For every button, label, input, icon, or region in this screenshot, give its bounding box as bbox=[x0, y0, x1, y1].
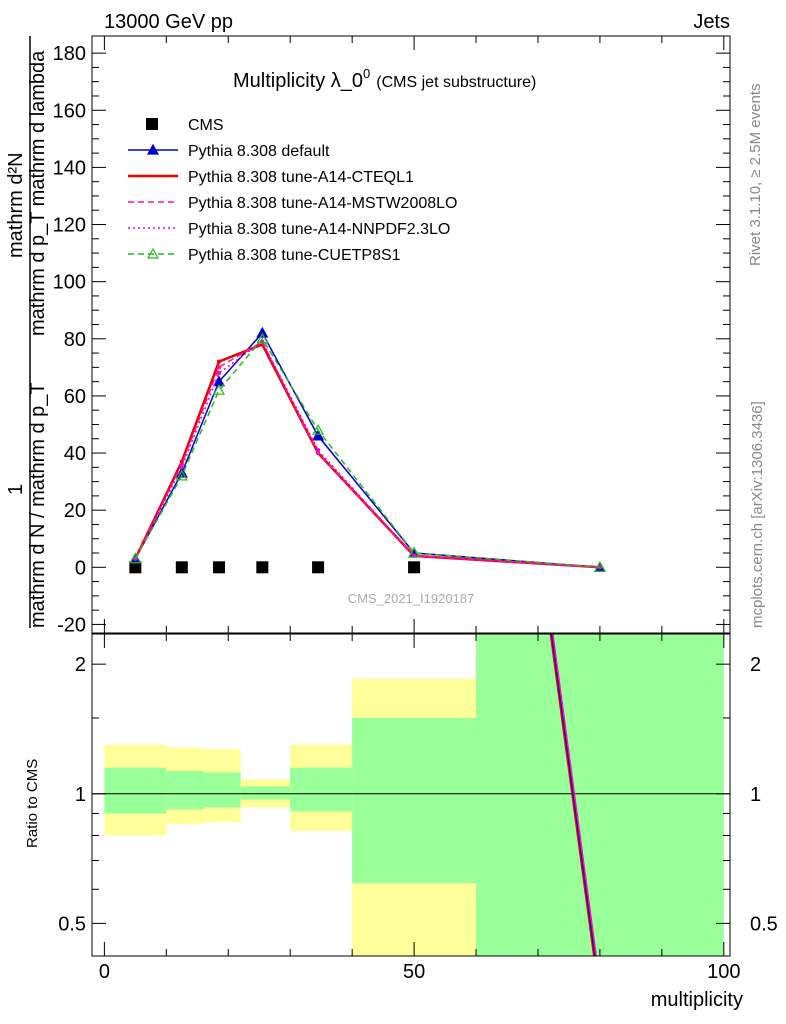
legend-marker bbox=[146, 247, 160, 259]
ratio-ytick-label-right: 0.5 bbox=[750, 913, 778, 935]
legend: CMS Pythia 8.308 default Pythia 8.308 tune… bbox=[128, 117, 457, 264]
xtick-label: 50 bbox=[403, 961, 425, 983]
main-yticks: -20 0 20 40 60 80 100 120 140 160 180 bbox=[53, 36, 730, 636]
legend-marker bbox=[146, 143, 160, 155]
ratio-ytick-label-right: 1 bbox=[750, 784, 761, 806]
main-panel: -20 0 20 40 60 80 100 120 140 160 180 CMS_2021_I19… bbox=[53, 35, 731, 636]
chart-title: Multiplicity λ_00 (CMS jet substructure) bbox=[233, 66, 536, 92]
series-marker bbox=[212, 383, 226, 395]
ratio-band-green bbox=[290, 767, 353, 812]
series-marker bbox=[256, 332, 269, 344]
ratio-lines bbox=[549, 633, 597, 957]
ytick-label: 80 bbox=[64, 329, 86, 351]
ytick-label: 180 bbox=[53, 43, 86, 65]
ratio-panel: 0.5 0.5 1 1 2 2 0 50 100 Ratio to CMS multiplic… bbox=[24, 633, 778, 1011]
ratio-line bbox=[549, 633, 595, 957]
ratio-ytick-label-right: 2 bbox=[750, 654, 761, 676]
ylabel-numer: mathrm d²N bbox=[5, 152, 27, 258]
legend-label: Pythia 8.308 tune-CUETP8S1 bbox=[188, 247, 401, 264]
legend-label: Pythia 8.308 tune-A14-NNPDF2.3LO bbox=[188, 221, 450, 238]
main-ylabel: mathrm d²N mathrm d p_T mathrm d lambda … bbox=[5, 36, 49, 628]
ratio-band-green bbox=[166, 770, 204, 810]
xlabel: multiplicity bbox=[651, 989, 743, 1011]
mcplots-label: mcplots.cern.ch [arXiv:1306.3436] bbox=[749, 401, 766, 628]
ytick-label: 40 bbox=[64, 443, 86, 465]
ytick-label: 20 bbox=[64, 500, 86, 522]
ytick-label: -20 bbox=[57, 614, 86, 636]
series-marker bbox=[129, 552, 142, 564]
chart-title-sup: 0 bbox=[363, 66, 370, 81]
legend-label: CMS bbox=[188, 117, 224, 134]
ylabel-denom: mathrm d N / mathrm d p_T bbox=[27, 382, 49, 628]
ratio-line bbox=[552, 633, 597, 957]
series-line bbox=[134, 342, 600, 569]
series-marker bbox=[216, 359, 221, 364]
ytick-label: 0 bbox=[75, 557, 86, 579]
xtick-label: 0 bbox=[99, 961, 110, 983]
series-line bbox=[134, 340, 600, 569]
series-line bbox=[134, 340, 600, 569]
series-marker bbox=[316, 448, 321, 453]
ratio-frame bbox=[91, 633, 731, 957]
series-marker bbox=[179, 465, 184, 470]
header-left: 13000 GeV pp bbox=[104, 11, 233, 33]
ratio-ylabel: Ratio to CMS bbox=[24, 759, 41, 848]
cms-data-point bbox=[408, 561, 421, 574]
ytick-label: 60 bbox=[64, 386, 86, 408]
series-marker bbox=[408, 546, 421, 558]
ylabel-one: 1 bbox=[5, 484, 27, 495]
ratio-bands bbox=[92, 634, 730, 956]
ratio-band-green bbox=[352, 717, 477, 884]
xtick-label: 100 bbox=[707, 961, 740, 983]
ratio-yticks: 0.5 0.5 1 1 2 2 bbox=[58, 654, 778, 935]
ratio-band-green bbox=[203, 772, 241, 808]
ratio-band-green bbox=[476, 634, 724, 956]
chart-title-main: Multiplicity λ_0 bbox=[233, 70, 363, 92]
ratio-band-green bbox=[240, 786, 291, 800]
series-marker bbox=[216, 371, 221, 376]
main-series-layer bbox=[129, 326, 606, 574]
cms-data-point bbox=[312, 561, 325, 574]
ratio-ytick-label: 0.5 bbox=[58, 913, 86, 935]
series-marker bbox=[312, 423, 325, 435]
ytick-label: 100 bbox=[53, 272, 86, 294]
series-marker bbox=[175, 469, 188, 481]
ratio-band-green bbox=[104, 767, 167, 814]
ytick-label: 140 bbox=[53, 157, 86, 179]
series-marker bbox=[312, 429, 325, 441]
cms-data-point bbox=[129, 561, 142, 574]
ytick-label: 120 bbox=[53, 215, 86, 237]
chart-subtitle: (CMS jet substructure) bbox=[376, 74, 536, 91]
cms-data-point bbox=[175, 561, 188, 574]
ratio-line bbox=[550, 633, 596, 957]
ratio-ytick-label: 1 bbox=[75, 784, 86, 806]
cms-data-point bbox=[212, 561, 225, 574]
series-line bbox=[134, 337, 600, 569]
watermark: CMS_2021_I1920187 bbox=[348, 591, 475, 606]
series-marker bbox=[593, 561, 606, 572]
legend-label: Pythia 8.308 tune-A14-MSTW2008LO bbox=[188, 195, 457, 212]
legend-label: Pythia 8.308 default bbox=[188, 143, 330, 160]
legend-label: Pythia 8.308 tune-A14-CTEQL1 bbox=[188, 169, 414, 186]
series-marker bbox=[179, 459, 184, 464]
ytick-label: 160 bbox=[53, 100, 86, 122]
main-frame bbox=[91, 35, 731, 634]
legend-marker bbox=[146, 118, 158, 130]
ratio-xticks: 0 50 100 bbox=[99, 634, 740, 983]
series-marker bbox=[216, 365, 221, 370]
ratio-ytick-label: 2 bbox=[75, 654, 86, 676]
series-line bbox=[134, 331, 600, 569]
header-right: Jets bbox=[693, 11, 730, 33]
cms-data-point bbox=[256, 561, 269, 574]
ylabel-numer-sub: mathrm d p_T mathrm d lambda bbox=[27, 50, 49, 336]
rivet-label: Rivet 3.1.10, ≥ 2.5M events bbox=[747, 84, 764, 267]
